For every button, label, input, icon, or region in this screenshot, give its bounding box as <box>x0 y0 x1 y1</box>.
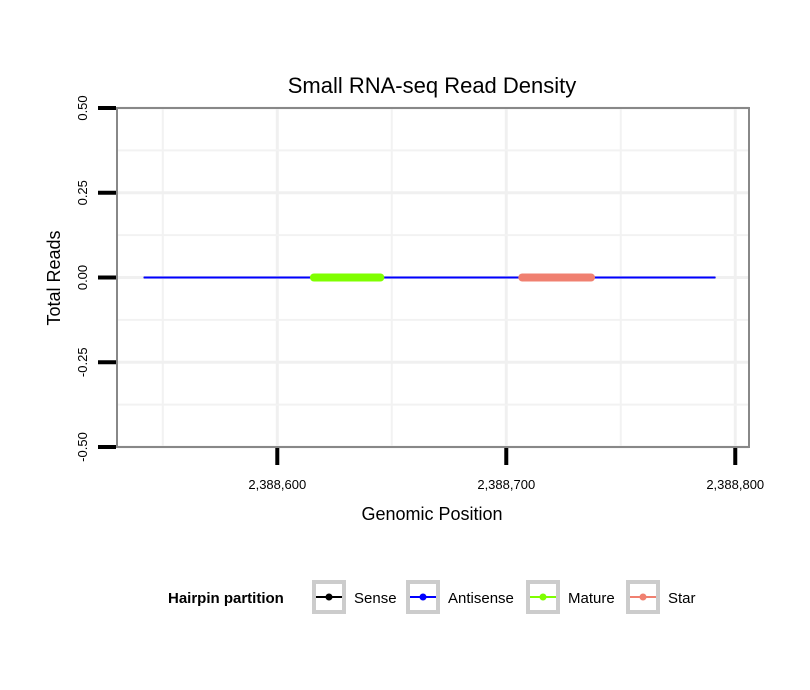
legend-item-star: Star <box>626 580 696 614</box>
legend: Hairpin partition Sense Antisense Mature St… <box>168 580 696 614</box>
legend-key-point <box>639 593 647 601</box>
y-tick-label: 0.00 <box>75 265 90 290</box>
legend-key-box <box>406 580 440 614</box>
x-tick-label: 2,388,700 <box>477 477 535 492</box>
y-axis: 0.50 0.25 0.00 -0.25 -0.50 <box>75 95 116 462</box>
y-axis-title: Total Reads <box>44 230 64 325</box>
legend-label: Antisense <box>448 590 514 607</box>
legend-item-mature: Mature <box>526 580 615 614</box>
legend-title: Hairpin partition <box>168 590 284 607</box>
legend-key-point <box>539 593 547 601</box>
x-axis-title: Genomic Position <box>361 504 502 524</box>
legend-label: Sense <box>354 590 397 607</box>
legend-item-sense: Sense <box>312 580 397 614</box>
y-tick-label: -0.25 <box>75 347 90 377</box>
x-tick-label: 2,388,800 <box>706 477 764 492</box>
y-tick-label: 0.50 <box>75 95 90 120</box>
y-tick-label: 0.25 <box>75 180 90 205</box>
chart-title: Small RNA-seq Read Density <box>288 73 577 98</box>
legend-key-point <box>419 593 427 601</box>
x-axis: 2,388,600 2,388,700 2,388,800 <box>248 448 764 492</box>
legend-item-antisense: Antisense <box>406 580 514 614</box>
y-tick-label: -0.50 <box>75 432 90 462</box>
x-tick-label: 2,388,600 <box>248 477 306 492</box>
legend-key-point <box>325 593 333 601</box>
plot-panel <box>116 107 750 448</box>
legend-label: Mature <box>568 590 615 607</box>
legend-label: Star <box>668 590 696 607</box>
